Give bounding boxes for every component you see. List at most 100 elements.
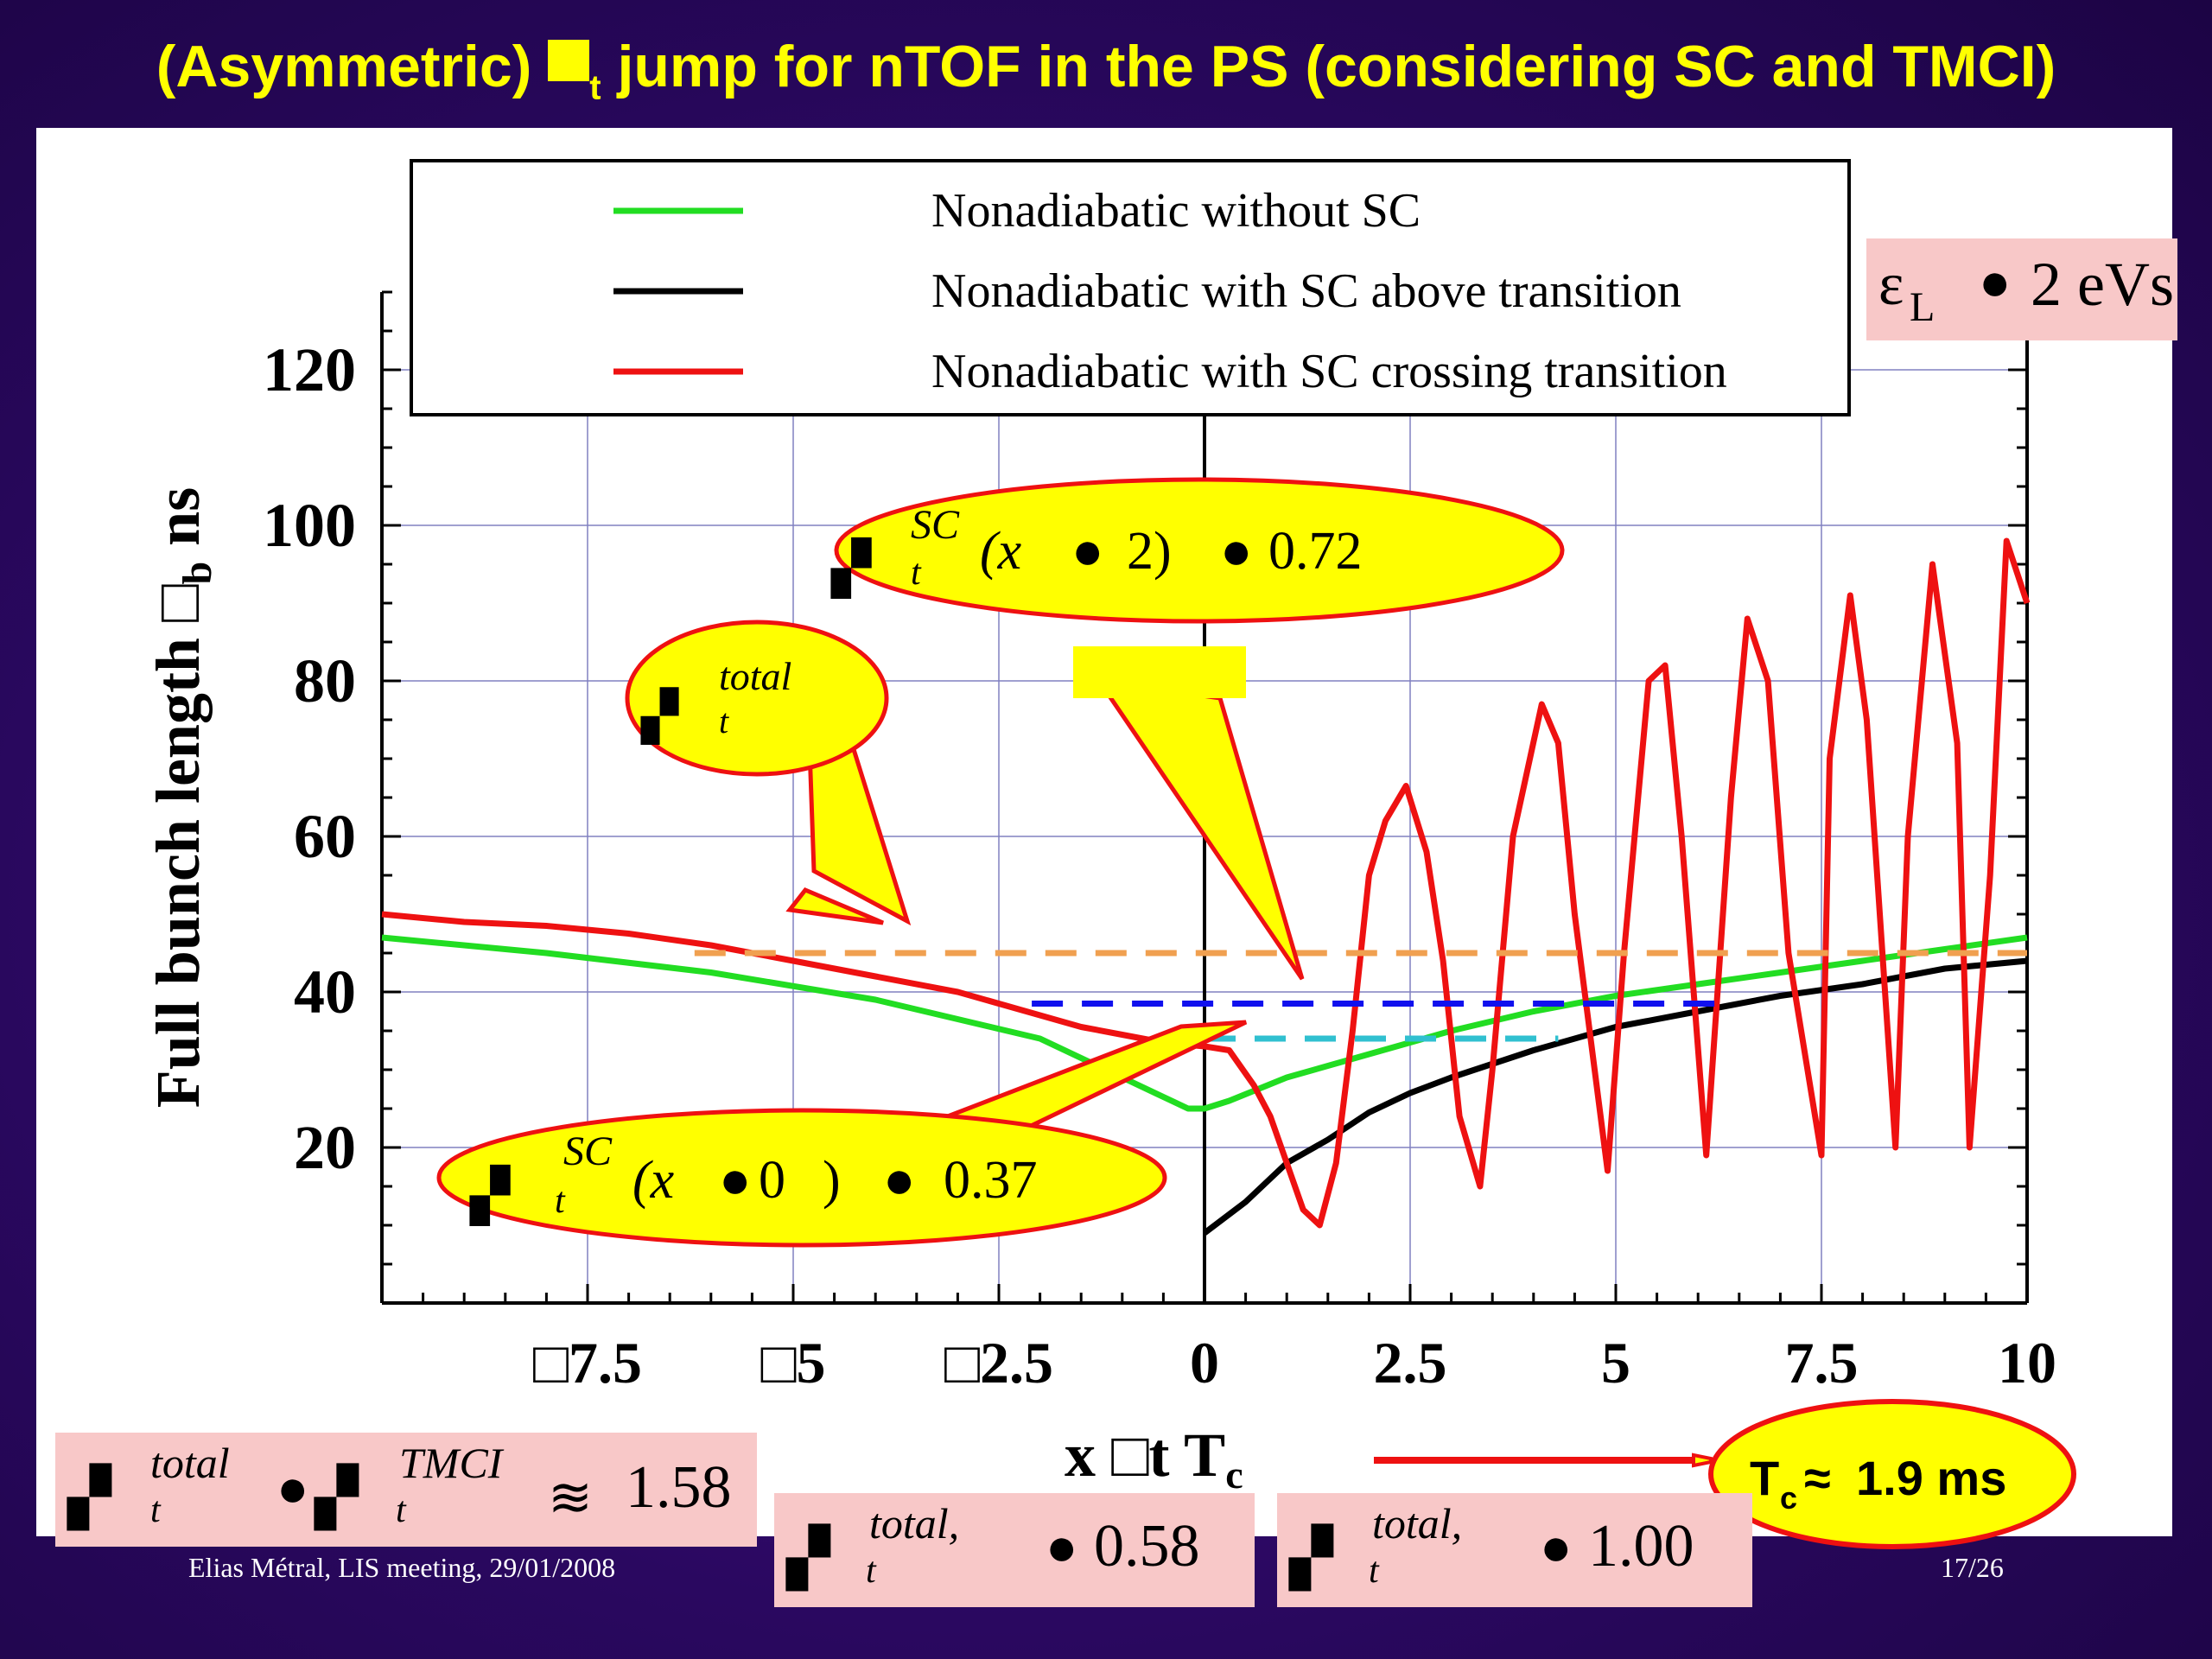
x-tick-label: 2.5	[1374, 1330, 1447, 1395]
box-tmci-sup2: TMCI	[399, 1439, 503, 1487]
y-tick-label: 20	[294, 1113, 356, 1182]
callout-sc2: ▞ SC t (x ● 2) ● 0.72	[830, 477, 1565, 981]
box-tmci-sup1: total	[150, 1439, 230, 1487]
callout-sc0-dot1: ●	[719, 1151, 751, 1210]
y-tick-label: 60	[294, 802, 356, 871]
legend-label: Nonadiabatic without SC	[931, 184, 1421, 238]
callout-sc0: ▞ SC t (x ● 0 ) ● 0.37	[436, 1020, 1248, 1248]
callout-sc0-dot2: ●	[883, 1151, 915, 1210]
x-tick-label: 10	[1998, 1330, 2056, 1395]
footer-page-number: 17/26	[1941, 1552, 2004, 1583]
box-total-b-value: 1.00	[1588, 1513, 1694, 1580]
box-total-b: ▞ total, t ● 1.00	[1277, 1493, 1752, 1607]
emittance-box: ε L ● 2 eVs	[1866, 238, 2177, 340]
series-layer	[381, 537, 2031, 1236]
callout-total-glyph: ▞	[640, 687, 679, 745]
callout-sc2-glyph: ▞	[830, 537, 872, 599]
callout-sc2-dot2: ●	[1220, 522, 1252, 581]
box-tmci-glyph1: ▞	[67, 1466, 111, 1529]
y-tick-label: 80	[294, 646, 356, 715]
box-tmci: ▞ total t ● ▞ TMCI t ≋ 1.58	[55, 1433, 757, 1547]
box-total-a-sup: total,	[869, 1499, 960, 1548]
legend-label: Nonadiabatic with SC above transition	[931, 264, 1681, 318]
callout-sc2-bubble	[834, 477, 1565, 624]
callout-sc0-arg: 0	[759, 1151, 785, 1210]
callout-total-sup: total	[719, 654, 791, 698]
box-tmci-sub2: t	[396, 1491, 406, 1530]
title-suffix: jump for nTOF in the PS (considering SC …	[601, 34, 2056, 99]
y-tick-label: 100	[263, 491, 356, 560]
callout-sc2-value: 0.72	[1268, 522, 1363, 581]
callout-sc2-expr: (x	[980, 522, 1022, 581]
series-line	[381, 934, 2028, 1112]
callout-sc0-expr: (x	[632, 1151, 675, 1210]
x-tick-label: 0	[1190, 1330, 1219, 1395]
box-tmci-glyph3: ≋	[548, 1469, 593, 1528]
y-axis-label: Full bunch length □b ns	[143, 487, 220, 1108]
tc-bubble	[1708, 1399, 2076, 1549]
tc-label: T	[1750, 1451, 1779, 1505]
emittance-symbol: ε	[1878, 251, 1904, 318]
callout-sc2-dot1: ●	[1071, 522, 1103, 581]
box-total-a: ▞ total, t ● 0.58	[774, 1493, 1255, 1607]
y-axis-label-unit: ns	[143, 487, 213, 562]
emittance-value: 2 eVs	[2031, 250, 2174, 319]
x-axis-label-sub: c	[1225, 1452, 1243, 1497]
callout-sc0-bubble	[436, 1108, 1167, 1248]
emittance-dot: ●	[1979, 253, 2012, 312]
box-total-b-sub: t	[1369, 1551, 1379, 1591]
callout-total: ▞ total t	[625, 620, 912, 926]
x-tick-label: 5	[1601, 1330, 1630, 1395]
series-line	[381, 537, 2031, 1229]
y-tick-label: 120	[263, 335, 356, 404]
callout-sc0-glyph: ▞	[469, 1164, 511, 1226]
box-total-b-dot: ●	[1540, 1518, 1573, 1577]
x-tick-label: □2.5	[944, 1330, 1053, 1395]
title-prefix: (Asymmetric)	[156, 34, 549, 99]
x-tick-label: □5	[760, 1330, 825, 1395]
callout-total-pointer-border	[785, 887, 884, 925]
x-axis-label: x □t Tc	[1065, 1421, 1243, 1497]
tc-pointer-tip	[1692, 1452, 1713, 1468]
callout-layer: ▞ total t ▞ SC t (x ● 2) ● 0.72	[436, 477, 1565, 1248]
tc-value: 1.9 ms	[1856, 1451, 2006, 1505]
callout-total-sub: t	[719, 702, 729, 741]
x-tick-label: 7.5	[1785, 1330, 1859, 1395]
chart-svg: ▞ total t ▞ SC t (x ● 2) ● 0.72	[143, 159, 2056, 1497]
callout-sc0-value: 0.37	[944, 1151, 1038, 1210]
footer-author: Elias Métral, LIS meeting, 29/01/2008	[188, 1552, 616, 1583]
y-axis-label-sub: b	[175, 562, 220, 585]
slide-title: (Asymmetric) t jump for nTOF in the PS (…	[0, 33, 2212, 108]
box-tmci-sub1: t	[150, 1491, 161, 1530]
box-tmci-glyph2: ▞	[315, 1466, 359, 1529]
callout-sc2-arg: 2)	[1127, 522, 1172, 581]
callout-sc2-tail	[1094, 677, 1305, 981]
callout-sc0-close: )	[823, 1151, 841, 1210]
callout-sc2-sup: SC	[911, 502, 960, 548]
tc-callout: T c ≈ 1.9 ms	[1374, 1399, 2076, 1549]
legend-label: Nonadiabatic with SC crossing transition	[931, 345, 1727, 398]
callout-sc2-sub: t	[911, 553, 922, 593]
box-total-a-glyph: ▞	[786, 1527, 830, 1590]
box-total-b-glyph: ▞	[1289, 1527, 1333, 1590]
box-total-a-sub: t	[866, 1551, 876, 1591]
chart-panel: ▞ total t ▞ SC t (x ● 2) ● 0.72	[36, 128, 2177, 1536]
axis-text-layer: □7.5 □5 □2.5 0 2.5 5 7.5 10 20 40 60 80 100 120 Full b…	[143, 335, 2056, 1497]
box-tmci-value: 1.58	[626, 1454, 732, 1521]
tau-symbol-icon	[548, 40, 590, 81]
callout-sc0-sup: SC	[563, 1128, 613, 1174]
title-sub: t	[589, 68, 601, 107]
tc-approx: ≈	[1804, 1451, 1831, 1505]
y-tick-label: 40	[294, 957, 356, 1027]
x-tick-label: □7.5	[533, 1330, 642, 1395]
legend: Nonadiabatic without SC Nonadiabatic with…	[410, 159, 1851, 416]
callout-total-bubble	[625, 620, 889, 777]
tc-sub: c	[1780, 1480, 1797, 1516]
box-total-a-value: 0.58	[1094, 1513, 1200, 1580]
callout-sc2-joint	[1073, 646, 1246, 698]
emittance-sub: L	[1910, 284, 1936, 330]
box-total-a-dot: ●	[1046, 1518, 1078, 1577]
box-tmci-dot: ●	[276, 1459, 309, 1518]
callout-sc0-sub: t	[555, 1181, 566, 1221]
box-total-b-sup: total,	[1372, 1499, 1463, 1548]
